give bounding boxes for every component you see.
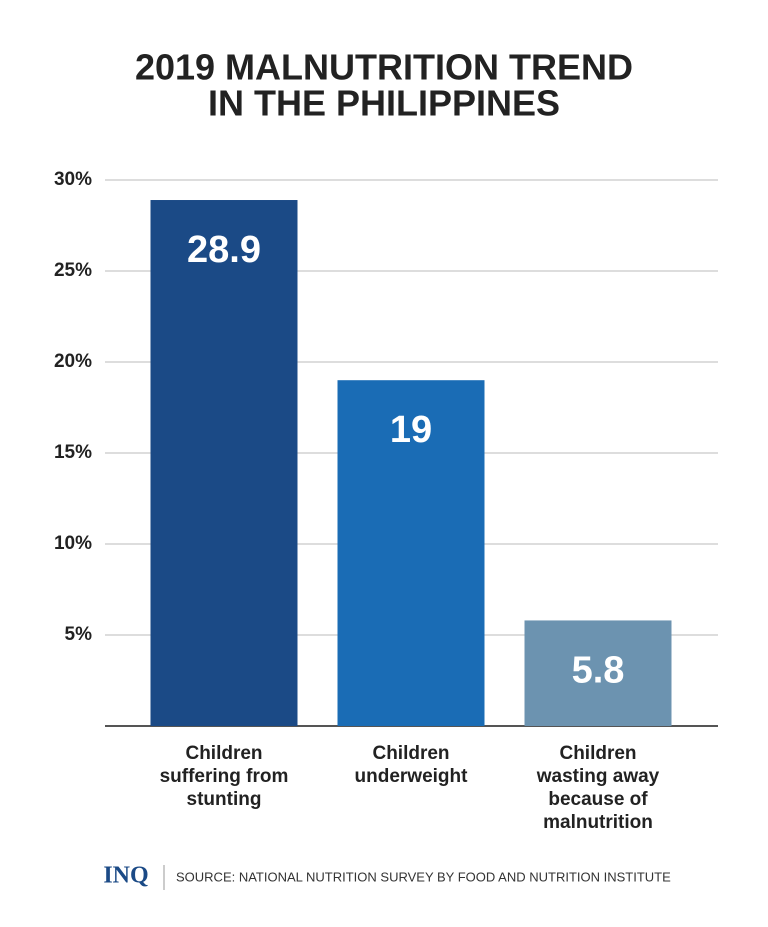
bar: [150, 200, 298, 726]
chart-title: 2019 MALNUTRITION TREND: [135, 47, 633, 88]
x-tick-label: Children underweight: [355, 743, 469, 787]
source-note: SOURCE: NATIONAL NUTRITION SURVEY BY FOO…: [176, 869, 671, 884]
y-tick-label: 30%: [54, 169, 92, 190]
x-tick-label: Children wasting away because of malnutriti…: [536, 743, 660, 833]
y-tick-label: 15%: [54, 442, 92, 463]
value-label: 19: [390, 409, 432, 451]
y-tick-label: 25%: [54, 260, 92, 281]
y-tick-label: 20%: [54, 351, 92, 372]
value-label: 5.8: [572, 649, 625, 691]
bar: [337, 380, 485, 726]
bar: [524, 620, 672, 726]
logo: INQ: [103, 863, 148, 889]
x-tick-label: Children suffering from stunting: [160, 743, 289, 810]
value-label: 28.9: [187, 229, 261, 271]
y-tick-label: 5%: [65, 624, 93, 645]
y-tick-label: 10%: [54, 533, 92, 554]
chart-title: IN THE PHILIPPINES: [208, 83, 560, 124]
